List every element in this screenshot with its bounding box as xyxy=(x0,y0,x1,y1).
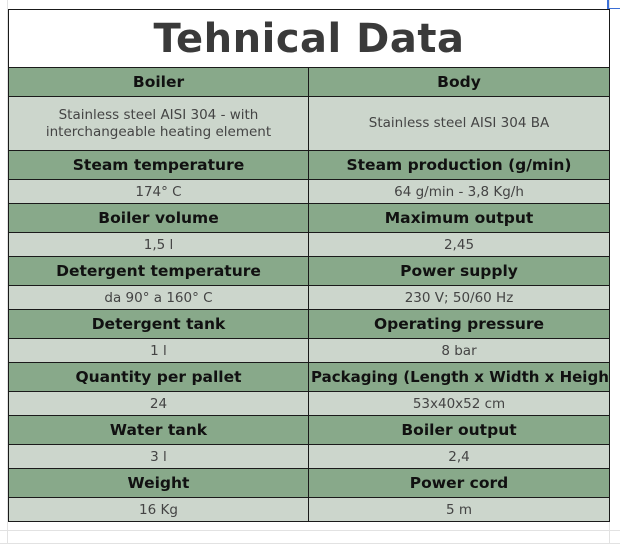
grid-line xyxy=(0,530,620,531)
spec-label-cell[interactable]: Steam temperature xyxy=(8,150,309,180)
spec-label-cell[interactable]: Boiler volume xyxy=(8,203,309,233)
spec-value-cell[interactable]: 53x40x52 cm xyxy=(307,391,611,416)
spec-value-cell[interactable]: 230 V; 50/60 Hz xyxy=(307,285,611,310)
spec-label-cell[interactable]: Detergent temperature xyxy=(8,256,309,286)
selection-corner-marker xyxy=(607,8,620,9)
spec-label-cell[interactable]: Boiler output xyxy=(307,415,611,445)
spec-value-cell[interactable]: 1 l xyxy=(8,338,309,363)
spec-label-cell[interactable]: Boiler xyxy=(8,67,309,97)
spec-value-cell[interactable]: 24 xyxy=(8,391,309,416)
spec-value-cell[interactable]: 5 m xyxy=(307,497,611,522)
spec-label-cell[interactable]: Weight xyxy=(8,468,309,498)
spec-value-cell[interactable]: 2,45 xyxy=(307,232,611,257)
spec-label-cell[interactable]: Water tank xyxy=(8,415,309,445)
spec-label-cell[interactable]: Quantity per pallet xyxy=(8,362,309,392)
spec-label-cell[interactable]: Detergent tank xyxy=(8,309,309,339)
spec-label-cell[interactable]: Packaging (Length x Width x Height) xyxy=(307,362,611,392)
spec-label-cell[interactable]: Steam production (g/min) xyxy=(307,150,611,180)
table-title[interactable]: Tehnical Data xyxy=(7,9,611,68)
grid-line xyxy=(7,0,8,544)
spec-label-cell[interactable]: Maximum output xyxy=(307,203,611,233)
spec-value-cell[interactable]: 8 bar xyxy=(307,338,611,363)
spec-value-cell[interactable]: Stainless steel AISI 304 BA xyxy=(307,96,611,151)
technical-data-table: Tehnical Data Boiler Body Stainless stee… xyxy=(7,9,611,522)
spec-value-cell[interactable]: Stainless steel AISI 304 - with intercha… xyxy=(8,96,309,151)
spec-value-cell[interactable]: 174° C xyxy=(8,179,309,204)
spec-value-cell[interactable]: 1,5 l xyxy=(8,232,309,257)
spec-label-cell[interactable]: Operating pressure xyxy=(307,309,611,339)
selection-corner-marker xyxy=(607,0,609,9)
spec-value-cell[interactable]: 16 Kg xyxy=(8,497,309,522)
spec-value-cell[interactable]: 64 g/min - 3,8 Kg/h xyxy=(307,179,611,204)
spec-value-cell[interactable]: da 90° a 160° C xyxy=(8,285,309,310)
spec-label-cell[interactable]: Power supply xyxy=(307,256,611,286)
spec-label-cell[interactable]: Power cord xyxy=(307,468,611,498)
spec-value-cell[interactable]: 2,4 xyxy=(307,444,611,469)
spec-value-cell[interactable]: 3 l xyxy=(8,444,309,469)
spec-label-cell[interactable]: Body xyxy=(307,67,611,97)
